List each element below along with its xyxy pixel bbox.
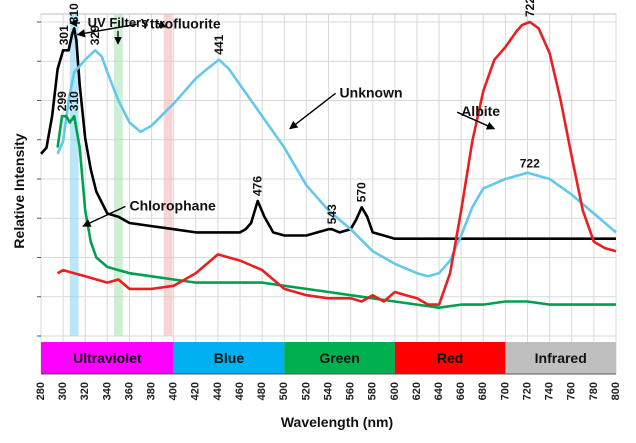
- peak-label: 570: [355, 182, 369, 202]
- x-tick-label: 580: [367, 382, 379, 400]
- x-tick-label: 320: [79, 382, 91, 400]
- x-tick-label: 480: [256, 382, 268, 400]
- x-tick-label: 400: [168, 382, 180, 400]
- x-tick-label: 340: [101, 382, 113, 400]
- spectrum-band-bar: Ultraviolet Blue Green Red Infrared: [41, 342, 616, 374]
- x-tick-label: 740: [544, 382, 556, 400]
- x-tick-label: 660: [455, 382, 467, 400]
- peak-label: 329: [88, 25, 102, 45]
- series-callouts: Yttrofluorite Unknown Albite Chlorophane: [76, 15, 500, 227]
- series-line-yttrofluorite: [40, 27, 616, 240]
- x-tick-label: 280: [35, 382, 47, 400]
- x-tick-label: 520: [300, 382, 312, 400]
- uv-filter-bands: [69, 14, 173, 336]
- x-tick-label: 760: [566, 382, 578, 400]
- series-line-chlorophane: [56, 114, 616, 309]
- x-tick-label: 300: [57, 382, 69, 400]
- y-axis-label: Relative Intensity: [11, 133, 27, 248]
- spectrum-band-label: Blue: [214, 350, 245, 366]
- x-tick-label: 640: [433, 382, 445, 400]
- spectrum-band-label: Red: [437, 350, 463, 366]
- x-tick-label: 440: [212, 382, 224, 400]
- peak-label: 722: [520, 157, 540, 171]
- x-tick-label: 380: [145, 382, 157, 400]
- spectrum-band-label: Green: [319, 350, 359, 366]
- callout-chlorophane: Chlorophane: [129, 197, 216, 213]
- callout-arrow: [82, 205, 126, 227]
- x-axis-label: Wavelength (nm): [281, 414, 393, 430]
- gridlines: [37, 13, 617, 374]
- series-line-albite: [56, 20, 617, 306]
- x-tick-label: 680: [477, 382, 489, 400]
- callout-yttrofluorite: Yttrofluorite: [141, 15, 221, 31]
- peak-label: 310: [67, 91, 81, 111]
- spectrum-band-green: [284, 342, 395, 374]
- x-tick-label: 420: [190, 382, 202, 400]
- peak-label: 722: [523, 0, 537, 17]
- spectrum-band-label: Ultraviolet: [73, 350, 142, 366]
- callout-arrow: [76, 23, 137, 38]
- x-tick-label: 360: [123, 382, 135, 400]
- spectrum-band-infrared: [505, 342, 616, 374]
- peak-label: 476: [251, 176, 265, 196]
- callout-arrow: [456, 111, 496, 130]
- spectrum-band-red: [394, 342, 506, 374]
- callout-arrow: [289, 92, 336, 130]
- spectrum-band-ultraviolet: [41, 342, 174, 374]
- spectrum-band-blue: [173, 342, 285, 374]
- uv-filter-band: [113, 14, 123, 336]
- peak-label: 543: [325, 204, 339, 224]
- x-tick-label: 780: [588, 382, 600, 400]
- x-axis: 280 300 320 340 360 380 400 420 440 460 480 500 520 5…: [35, 373, 622, 400]
- series-lines: [40, 20, 617, 309]
- x-tick-label: 720: [521, 382, 533, 400]
- x-tick-label: 460: [234, 382, 246, 400]
- x-tick-label: 600: [389, 382, 401, 400]
- x-tick-label: 800: [610, 382, 622, 400]
- x-tick-label: 540: [322, 382, 334, 400]
- peak-label: 301: [57, 25, 71, 45]
- uv-filters-label: UV Filters: [88, 15, 149, 30]
- spectrum-band-label: Infrared: [535, 350, 587, 366]
- peak-label: 441: [212, 34, 226, 54]
- callout-unknown: Unknown: [340, 84, 403, 100]
- uv-filter-band: [163, 14, 173, 336]
- peak-label: 299: [55, 91, 69, 111]
- filter-arrow: [156, 20, 167, 28]
- x-tick-label: 560: [345, 382, 357, 400]
- x-tick-label: 700: [499, 382, 511, 400]
- x-tick-label: 500: [278, 382, 290, 400]
- x-tick-label: 620: [411, 382, 423, 400]
- series-line-unknown: [56, 49, 617, 278]
- callout-albite: Albite: [461, 103, 500, 119]
- peak-label: 310: [67, 3, 81, 23]
- uv-filter-band: [69, 14, 79, 336]
